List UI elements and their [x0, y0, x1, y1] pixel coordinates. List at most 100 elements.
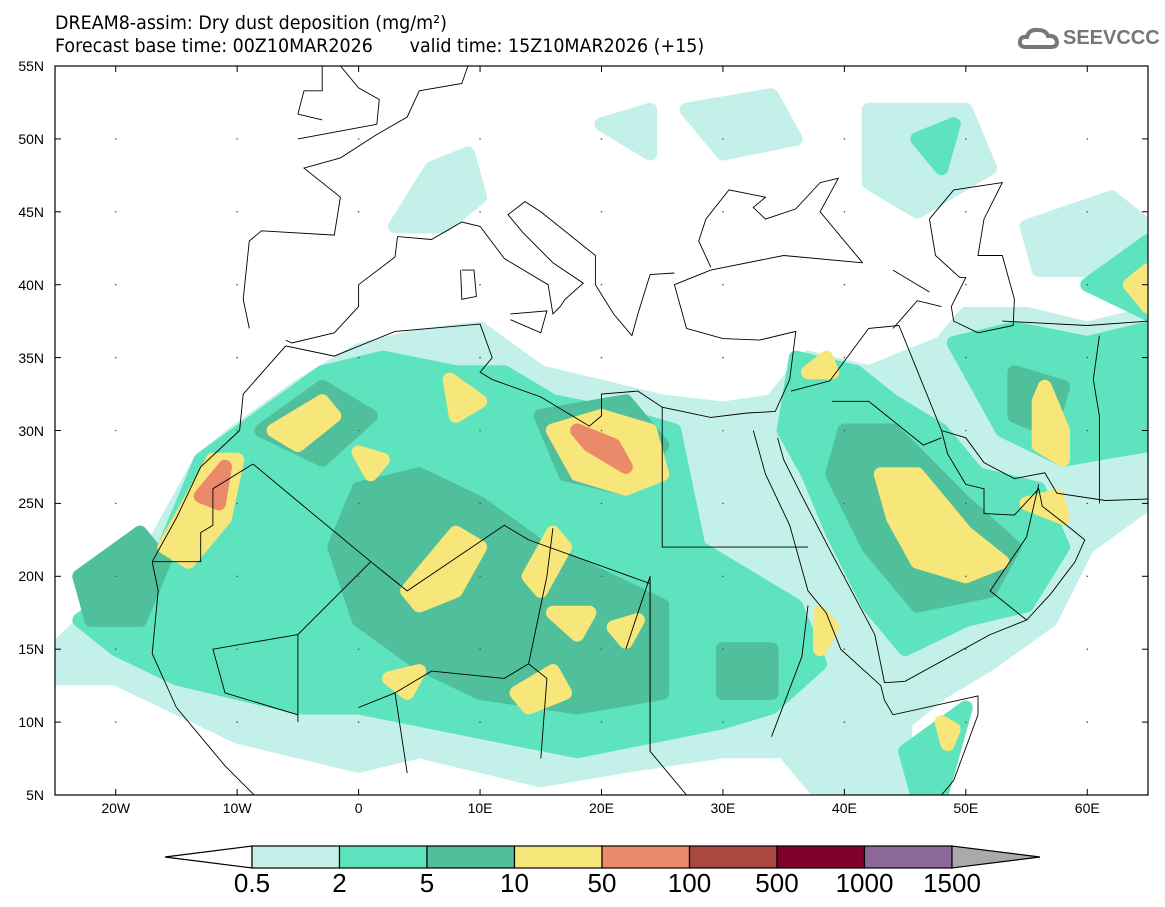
grid-dot — [1086, 138, 1089, 140]
grid-dot — [600, 138, 603, 140]
grid-dot — [965, 575, 967, 578]
colorbar-over-arrow — [951, 845, 1041, 869]
grid-dot — [114, 138, 117, 140]
dust-contour — [72, 525, 172, 627]
lon-label: 0 — [354, 800, 363, 816]
lon-label: 10E — [467, 800, 493, 816]
colorbar-swatch — [513, 845, 603, 869]
grid-dot — [600, 575, 603, 578]
grid-dot — [236, 575, 238, 578]
grid-dot — [1086, 211, 1089, 213]
lon-label: 10W — [222, 800, 252, 816]
grid-dot — [479, 356, 481, 359]
coastline — [1092, 335, 1100, 504]
grid-dot — [722, 575, 724, 578]
grid-dot — [479, 211, 481, 213]
grid-dot — [965, 283, 967, 286]
grid-dot — [722, 721, 724, 723]
grid-dot — [722, 648, 724, 650]
colorbar-swatch — [251, 845, 341, 869]
grid-dot — [600, 502, 603, 505]
grid-dot — [114, 502, 117, 505]
grid-dot — [357, 211, 360, 213]
colorbar-label: 1500 — [923, 868, 981, 898]
coastline — [252, 463, 651, 752]
colorbar-under-arrow — [164, 845, 253, 869]
coastline — [176, 707, 255, 795]
colorbar-label: 5 — [419, 868, 435, 898]
lon-label: 50E — [953, 800, 979, 816]
coastline — [771, 605, 809, 737]
coastlines — [151, 66, 1148, 795]
grid-dot — [114, 283, 117, 286]
grid-dot — [236, 283, 238, 286]
colorbar-label: 0.5 — [233, 868, 271, 898]
dust-contour — [382, 664, 427, 700]
coastline — [297, 66, 380, 140]
colorbar-label: 50 — [587, 868, 617, 898]
grid-dot — [722, 502, 724, 505]
grid-dot — [479, 575, 481, 578]
dust-contour — [388, 146, 488, 234]
dust-contour — [715, 642, 779, 700]
grid-dot — [114, 211, 117, 213]
grid-dot — [965, 211, 967, 213]
dust-contour — [521, 525, 573, 598]
dust-contour — [442, 372, 488, 423]
grid-dot — [357, 721, 360, 723]
coastline — [989, 484, 1040, 621]
grid-dot — [843, 575, 846, 578]
grid-dot — [722, 356, 724, 359]
grid-dot — [600, 648, 603, 650]
grid-dot — [236, 211, 238, 213]
dust-contour — [594, 102, 658, 161]
colorbar-swatch — [601, 845, 691, 869]
grid-dot — [722, 283, 724, 286]
grid-dot — [843, 502, 846, 505]
coastline — [661, 407, 808, 548]
dust-contour — [934, 715, 961, 751]
grid-dot — [479, 138, 481, 140]
axis-ticks — [55, 65, 1148, 796]
dust-contour — [351, 445, 390, 482]
coastline — [1002, 320, 1148, 326]
grid-dot — [843, 429, 846, 432]
coastline — [358, 692, 408, 774]
colorbar-label: 100 — [667, 868, 712, 898]
grid-dot — [1086, 721, 1089, 723]
colorbar-label: 500 — [755, 868, 799, 898]
colorbar-swatch — [338, 845, 428, 869]
logo-text: SEEVCCC — [1063, 26, 1160, 49]
grid-dot — [236, 356, 238, 359]
grid-dot — [114, 575, 117, 578]
coastline — [777, 430, 1086, 684]
grid-dot — [1086, 356, 1089, 359]
grid-dot — [843, 283, 846, 286]
grid-dot — [843, 721, 846, 723]
grid-dot — [843, 648, 846, 650]
grid-dot — [479, 721, 481, 723]
colorbar-swatch — [863, 845, 953, 869]
lat-label: 20N — [18, 568, 44, 585]
dust-field — [55, 88, 1148, 795]
grid-dot — [479, 429, 481, 432]
grid-dot — [357, 502, 360, 505]
grid-dot — [236, 138, 238, 140]
grid-dot — [965, 502, 967, 505]
grid-dot — [1086, 283, 1089, 286]
lat-label: 50N — [18, 130, 44, 147]
grid-dot — [114, 429, 117, 432]
chart-title: DREAM8-assim: Dry dust deposition (mg/m²… — [55, 12, 447, 34]
seevccc-logo: SEEVCCC — [1018, 25, 1160, 51]
colorbar-swatch — [426, 845, 516, 869]
grid-dot — [479, 502, 481, 505]
dust-contour — [266, 394, 342, 453]
grid-dot — [722, 429, 724, 432]
grid-dot — [357, 575, 360, 578]
dust-contour — [873, 467, 1010, 584]
grid-dot — [357, 283, 360, 286]
cloud-icon — [1018, 27, 1060, 49]
coastline — [297, 66, 323, 121]
grid-dot — [357, 138, 360, 140]
grid-dot — [357, 356, 360, 359]
